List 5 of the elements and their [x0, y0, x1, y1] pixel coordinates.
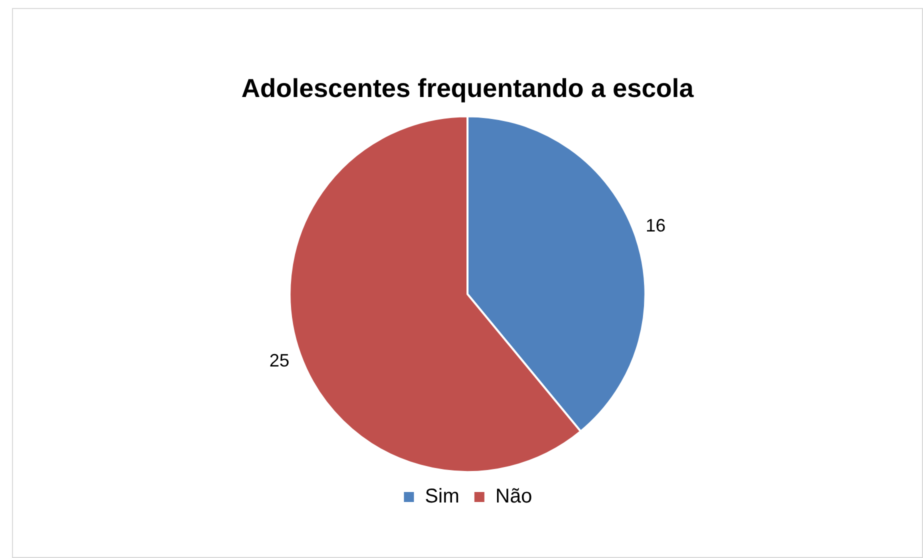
- data-label: 25: [269, 350, 290, 371]
- legend-label: Sim: [424, 486, 460, 508]
- data-label: 16: [646, 216, 666, 236]
- legend-label: Não: [495, 486, 532, 508]
- chart-title: Adolescentes frequentando a escola: [241, 72, 694, 103]
